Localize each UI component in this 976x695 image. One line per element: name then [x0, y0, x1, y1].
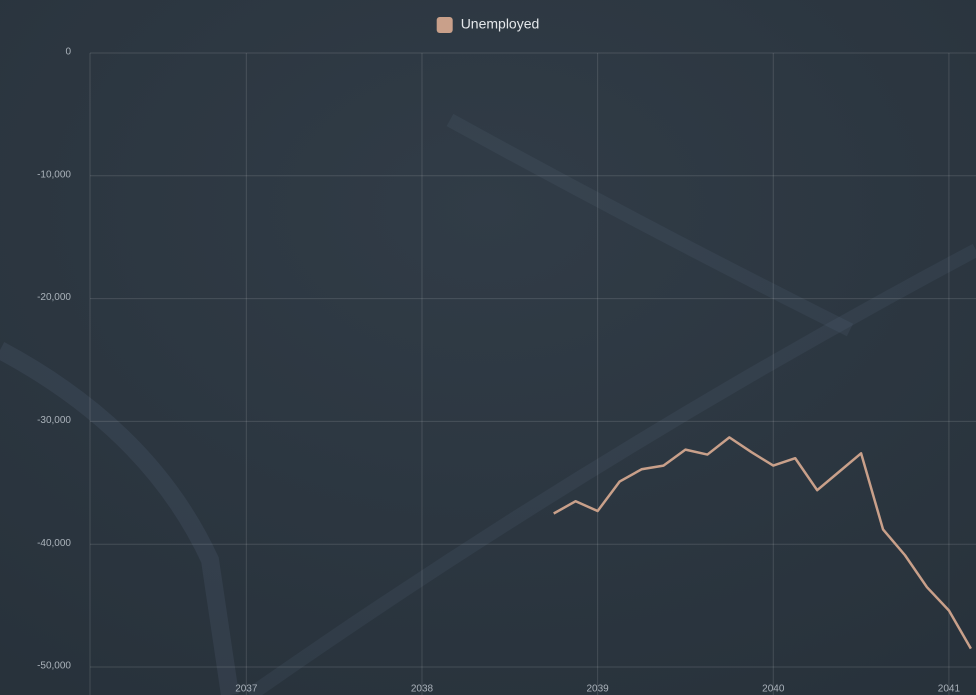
legend-swatch [436, 17, 453, 33]
y-tick-label: -30,000 [37, 415, 71, 426]
x-tick-label: 2038 [411, 684, 434, 695]
map-road [446, 113, 854, 337]
y-tick-label: -50,000 [37, 661, 71, 672]
y-tick-label: 0 [65, 47, 71, 58]
x-tick-label: 2039 [586, 684, 609, 695]
x-tick-label: 2037 [235, 684, 258, 695]
x-tick-label: 2040 [762, 684, 785, 695]
legend-label: Unemployed [461, 16, 540, 32]
legend: Unemployed [436, 16, 540, 33]
map-road [245, 243, 976, 695]
x-tick-label: 2041 [938, 684, 961, 695]
y-tick-label: -10,000 [37, 169, 71, 180]
y-tick-label: -20,000 [37, 292, 71, 303]
line [553, 436, 972, 650]
map-road [0, 342, 239, 695]
y-tick-label: -40,000 [37, 538, 71, 549]
